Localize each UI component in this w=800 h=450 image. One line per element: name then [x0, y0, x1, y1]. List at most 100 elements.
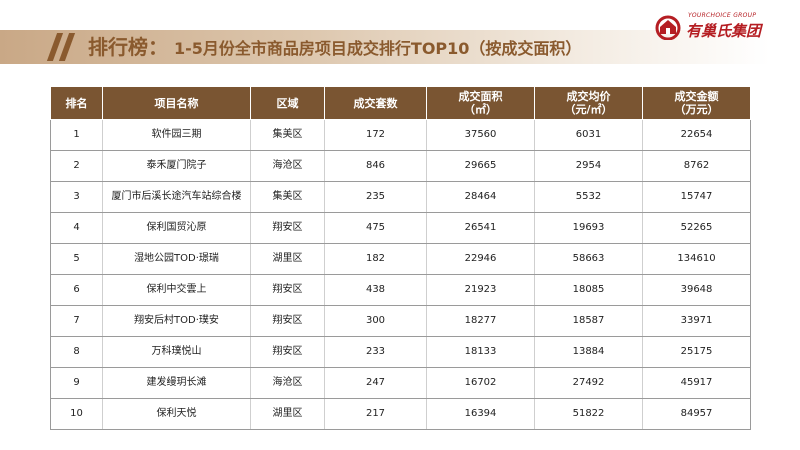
table-row: 1 软件园三期 集美区 172 37560 6031 22654 [50, 119, 751, 151]
table-cell: 21923 [426, 274, 535, 306]
table-cell: 22946 [426, 243, 535, 275]
table-row: 6 保利中交雲上 翔安区 438 21923 18085 39648 [50, 274, 751, 306]
table-cell: 集美区 [250, 119, 325, 151]
column-header-label: 成交金额 [674, 90, 719, 103]
column-header: 项目名称 [102, 86, 251, 120]
table-cell: 湖里区 [250, 398, 325, 430]
table-row: 10 保利天悦 湖里区 217 16394 51822 84957 [50, 398, 751, 430]
table-cell: 16702 [426, 367, 535, 399]
table-cell: 海沧区 [250, 367, 325, 399]
table-cell: 235 [324, 181, 427, 213]
table-cell: 软件园三期 [102, 119, 251, 151]
page-title: 排行榜： 1-5月份全市商品房项目成交排行TOP10（按成交面积） [88, 32, 581, 62]
column-header-label: 成交套数 [353, 96, 398, 110]
table-cell: 172 [324, 119, 427, 151]
table-row: 4 保利国贸沁原 翔安区 475 26541 19693 52265 [50, 212, 751, 244]
table-cell: 58663 [534, 243, 643, 275]
table-cell: 2954 [534, 150, 643, 182]
column-header: 区域 [250, 86, 325, 120]
table-cell: 28464 [426, 181, 535, 213]
logo-chinese-text: 有巢氏集团 [686, 22, 762, 40]
title-bar: 排行榜： 1-5月份全市商品房项目成交排行TOP10（按成交面积） [0, 30, 800, 64]
table-cell: 45917 [642, 367, 751, 399]
table-cell: 25175 [642, 336, 751, 368]
table-cell: 翔安区 [250, 305, 325, 337]
column-header: 排名 [50, 86, 103, 120]
table-body: 1 软件园三期 集美区 172 37560 6031 22654 2 泰禾厦门院子 海沧区 846 2… [50, 119, 751, 430]
table-cell: 300 [324, 305, 427, 337]
column-header-label: 项目名称 [154, 96, 199, 110]
table-row: 9 建发缦玥长滩 海沧区 247 16702 27492 45917 [50, 367, 751, 399]
table-cell: 9 [50, 367, 103, 399]
title-band-background [0, 30, 770, 64]
table-cell: 13884 [534, 336, 643, 368]
logo-english-text: YOURCHOICE GROUP [688, 12, 757, 19]
table-cell: 15747 [642, 181, 751, 213]
table-cell: 22654 [642, 119, 751, 151]
column-header: 成交套数 [324, 86, 427, 120]
table-cell: 37560 [426, 119, 535, 151]
column-header: 成交面积 （㎡） [426, 86, 535, 120]
table-row: 7 翔安后村TOD·璞安 翔安区 300 18277 18587 33971 [50, 305, 751, 337]
table-cell: 万科璞悦山 [102, 336, 251, 368]
column-header-label: 排名 [65, 96, 88, 110]
table-cell: 4 [50, 212, 103, 244]
table-cell: 10 [50, 398, 103, 430]
column-header-label: 成交面积 [458, 90, 503, 103]
table-cell: 6031 [534, 119, 643, 151]
column-header: 成交均价 （元/㎡） [534, 86, 643, 120]
logo-house-icon [655, 15, 681, 40]
table-cell: 233 [324, 336, 427, 368]
table-row: 2 泰禾厦门院子 海沧区 846 29665 2954 8762 [50, 150, 751, 182]
table-cell: 保利中交雲上 [102, 274, 251, 306]
table-cell: 39648 [642, 274, 751, 306]
table-cell: 8762 [642, 150, 751, 182]
table-cell: 湖里区 [250, 243, 325, 275]
column-header-label: 区域 [276, 96, 299, 110]
column-header: 成交金额 （万元） [642, 86, 751, 120]
table-cell: 建发缦玥长滩 [102, 367, 251, 399]
table-cell: 134610 [642, 243, 751, 275]
table-cell: 846 [324, 150, 427, 182]
table-cell: 6 [50, 274, 103, 306]
table-cell: 5 [50, 243, 103, 275]
table-cell: 翔安区 [250, 274, 325, 306]
table-cell: 475 [324, 212, 427, 244]
company-logo: YOURCHOICE GROUP 有巢氏集团 [652, 8, 792, 42]
ranking-table: 排名 项目名称 区域 成交套数 成交面积 （㎡） 成交均价 （元/㎡） 成交金额 （万元） 1 软件… [50, 86, 751, 430]
table-cell: 保利天悦 [102, 398, 251, 430]
table-cell: 182 [324, 243, 427, 275]
table-row: 8 万科璞悦山 翔安区 233 18133 13884 25175 [50, 336, 751, 368]
table-cell: 湿地公园TOD·璟瑞 [102, 243, 251, 275]
table-cell: 18277 [426, 305, 535, 337]
table-cell: 1 [50, 119, 103, 151]
table-cell: 2 [50, 150, 103, 182]
table-cell: 217 [324, 398, 427, 430]
column-header-unit: （元/㎡） [564, 103, 613, 116]
slash-decoration-icon [46, 33, 80, 61]
table-cell: 27492 [534, 367, 643, 399]
table-cell: 翔安后村TOD·璞安 [102, 305, 251, 337]
table-cell: 19693 [534, 212, 643, 244]
table-cell: 翔安区 [250, 336, 325, 368]
title-subtitle: 1-5月份全市商品房项目成交排行TOP10（按成交面积） [174, 39, 582, 58]
table-cell: 海沧区 [250, 150, 325, 182]
table-cell: 16394 [426, 398, 535, 430]
table-cell: 438 [324, 274, 427, 306]
table-cell: 26541 [426, 212, 535, 244]
table-cell: 247 [324, 367, 427, 399]
table-cell: 52265 [642, 212, 751, 244]
column-header-unit: （万元） [674, 103, 719, 116]
table-cell: 厦门市后溪长途汽车站综合楼 [102, 181, 251, 213]
title-main: 排行榜： [88, 35, 168, 59]
table-cell: 33971 [642, 305, 751, 337]
column-header-unit: （㎡） [464, 103, 497, 116]
table-cell: 集美区 [250, 181, 325, 213]
table-cell: 5532 [534, 181, 643, 213]
table-cell: 84957 [642, 398, 751, 430]
table-cell: 51822 [534, 398, 643, 430]
table-header-row: 排名 项目名称 区域 成交套数 成交面积 （㎡） 成交均价 （元/㎡） 成交金额 （万元） [50, 86, 751, 120]
table-cell: 8 [50, 336, 103, 368]
table-cell: 18587 [534, 305, 643, 337]
table-cell: 18085 [534, 274, 643, 306]
